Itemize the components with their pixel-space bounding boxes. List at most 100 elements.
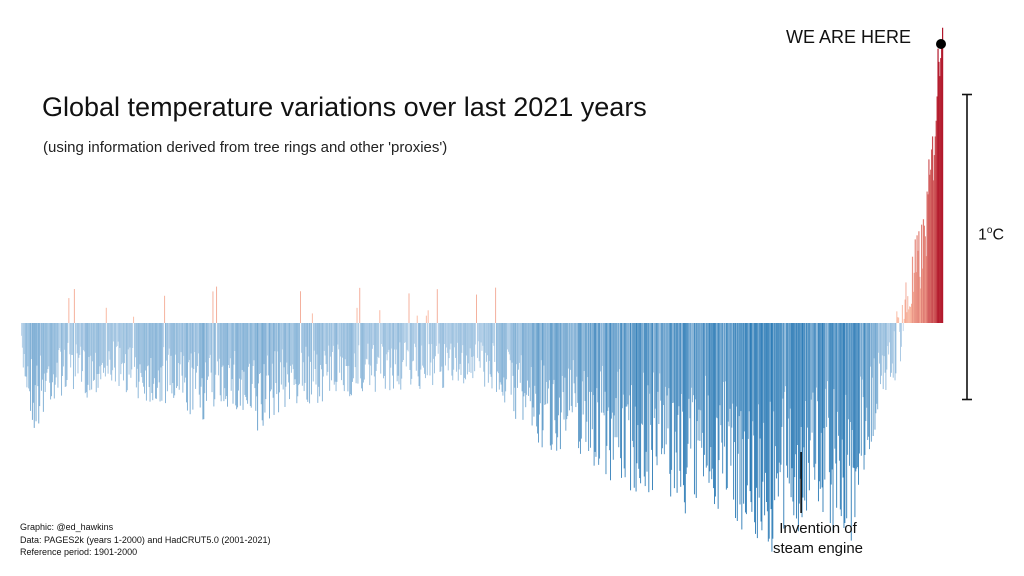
temperature-bar bbox=[890, 323, 892, 373]
temperature-bar bbox=[170, 323, 172, 356]
temperature-bar bbox=[931, 149, 933, 323]
temperature-bar bbox=[188, 323, 190, 360]
temperature-bar bbox=[460, 323, 462, 375]
temperature-bar bbox=[184, 323, 186, 383]
temperature-bar bbox=[883, 323, 885, 357]
temperature-bar bbox=[894, 323, 896, 381]
temperature-bar bbox=[693, 323, 695, 495]
temperature-bar bbox=[596, 323, 598, 389]
temperature-bar bbox=[812, 323, 814, 393]
temperature-bar bbox=[348, 323, 350, 366]
temperature-bar bbox=[627, 323, 629, 405]
temperature-bar bbox=[402, 323, 404, 363]
temperature-bar bbox=[623, 323, 625, 469]
temperature-bar bbox=[46, 323, 48, 373]
temperature-bar bbox=[595, 323, 597, 457]
temperature-bar bbox=[671, 323, 673, 470]
temperature-bar bbox=[52, 323, 54, 375]
scale-bar bbox=[962, 93, 972, 401]
temperature-bar bbox=[393, 323, 395, 350]
temperature-bar bbox=[574, 323, 576, 394]
temperature-bar bbox=[396, 323, 398, 382]
temperature-bar bbox=[486, 323, 488, 356]
temperature-bar bbox=[915, 272, 917, 323]
temperature-bar bbox=[391, 323, 393, 349]
temperature-bar bbox=[105, 307, 107, 323]
temperature-bar bbox=[414, 323, 415, 344]
temperature-bar bbox=[711, 323, 713, 480]
temperature-bar bbox=[378, 323, 380, 359]
temperature-bar bbox=[594, 323, 596, 452]
temperature-bar bbox=[42, 323, 44, 412]
temperature-bar bbox=[212, 291, 214, 323]
temperature-bar bbox=[831, 323, 833, 470]
temperature-bar bbox=[86, 323, 88, 398]
temperature-bar bbox=[835, 323, 837, 464]
temperature-bar bbox=[420, 323, 422, 370]
temperature-bar bbox=[585, 323, 587, 442]
temperature-bar bbox=[366, 323, 368, 360]
temperature-bar bbox=[466, 323, 468, 375]
temperature-bar bbox=[43, 323, 45, 374]
temperature-bar bbox=[423, 323, 425, 368]
temperature-bar bbox=[824, 323, 826, 480]
temperature-bar bbox=[676, 323, 678, 493]
temperature-bar bbox=[155, 323, 156, 399]
temperature-bar bbox=[886, 323, 888, 370]
temperature-bar bbox=[548, 323, 550, 381]
temperature-bar bbox=[911, 303, 913, 323]
credit-graphic: Graphic: @ed_hawkins bbox=[20, 522, 114, 532]
temperature-bar bbox=[87, 323, 89, 385]
temperature-bar bbox=[135, 323, 137, 388]
temperature-bar bbox=[660, 323, 662, 401]
temperature-bar bbox=[942, 27, 944, 324]
temperature-bar bbox=[287, 323, 289, 375]
temperature-bar bbox=[264, 323, 266, 413]
temperature-bar bbox=[319, 323, 321, 397]
temperature-bar bbox=[154, 323, 156, 379]
temperature-bar bbox=[904, 299, 906, 323]
temperature-bar bbox=[432, 323, 434, 386]
temperature-bar bbox=[335, 323, 337, 392]
temperature-bar bbox=[428, 323, 430, 345]
temperature-bar bbox=[872, 323, 874, 436]
temperature-bar bbox=[551, 323, 553, 445]
temperature-bar bbox=[744, 323, 746, 432]
temperature-bar bbox=[485, 323, 487, 353]
temperature-bar bbox=[621, 323, 623, 409]
temperature-bar bbox=[298, 323, 300, 386]
temperature-bar bbox=[172, 323, 174, 383]
temperature-bar bbox=[441, 323, 443, 367]
temperature-bar bbox=[740, 323, 742, 412]
temperature-bar bbox=[718, 323, 720, 461]
temperature-bar bbox=[445, 323, 447, 348]
temperature-bar bbox=[587, 323, 589, 378]
temperature-bar bbox=[848, 323, 850, 466]
temperature-bar bbox=[236, 323, 238, 410]
temperature-bar bbox=[874, 323, 876, 430]
temperature-bar bbox=[233, 323, 235, 365]
temperature-bar bbox=[62, 323, 64, 367]
temperature-bar bbox=[28, 323, 30, 389]
temperature-bar bbox=[579, 323, 581, 454]
temperature-bar bbox=[517, 323, 518, 388]
temperature-bar bbox=[351, 323, 352, 396]
temperature-bar bbox=[601, 323, 603, 366]
temperature-bar bbox=[376, 323, 378, 364]
temperature-bar bbox=[528, 323, 529, 396]
temperature-bar bbox=[417, 323, 419, 377]
temperature-bar bbox=[193, 323, 195, 369]
temperature-bar bbox=[183, 323, 185, 356]
temperature-bar bbox=[918, 231, 920, 323]
temperature-bar bbox=[505, 323, 507, 392]
temperature-bar bbox=[838, 323, 840, 461]
temperature-bar bbox=[328, 323, 330, 346]
scale-bar-label: 1oC bbox=[978, 225, 1005, 244]
temperature-bar bbox=[331, 323, 332, 381]
temperature-bar bbox=[523, 323, 525, 397]
temperature-bar bbox=[825, 323, 827, 389]
temperature-bar bbox=[195, 323, 197, 389]
temperature-bar bbox=[254, 323, 256, 389]
temperature-bar bbox=[355, 323, 357, 384]
temperature-bar bbox=[422, 323, 424, 366]
